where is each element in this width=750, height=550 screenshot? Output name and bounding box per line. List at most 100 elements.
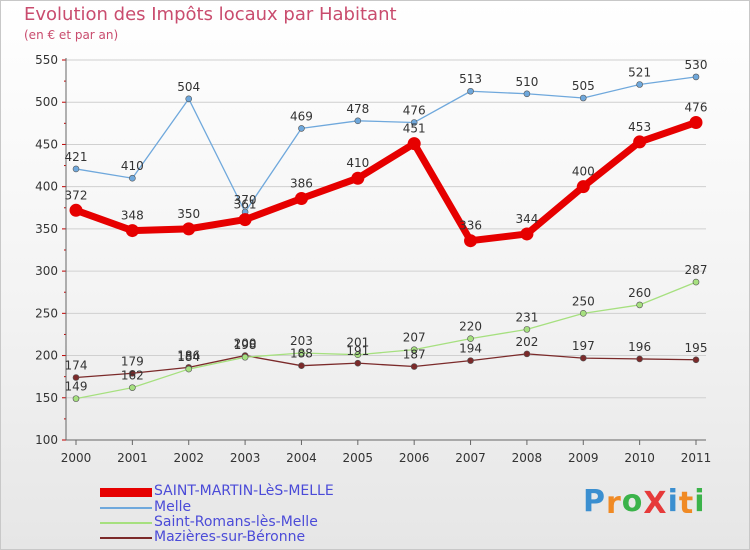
data-label: 191 [346,344,369,358]
data-point [636,355,643,363]
data-point [410,346,418,353]
data-label: 187 [403,348,426,362]
y-tick-label: 250 [35,306,58,320]
data-label: 451 [403,122,426,136]
data-label: 194 [459,342,482,356]
data-label: 162 [121,369,144,383]
x-tick-label: 2004 [286,451,317,465]
data-label: 530 [685,58,708,72]
data-point [182,222,196,236]
x-tick-label: 2003 [230,451,261,465]
data-point [129,384,136,391]
y-tick-label: 300 [35,264,58,278]
data-label: 344 [515,212,538,226]
y-tick-label: 500 [35,95,58,109]
data-label: 179 [121,354,144,368]
data-label: 478 [346,102,369,116]
data-label: 231 [515,310,538,324]
data-label: 188 [290,347,313,361]
x-tick-label: 2007 [455,451,486,465]
data-point [523,90,531,98]
data-point [72,165,80,173]
legend-swatch [100,537,152,539]
legend-label: SAINT-MARTIN-LèS-MELLE [154,483,334,499]
x-tick-label: 2006 [399,451,430,465]
data-point [298,125,305,132]
data-label: 372 [65,188,88,202]
data-point [298,362,305,369]
data-point [520,227,534,241]
legend-label: Melle [154,499,192,515]
legend-swatch [100,487,152,497]
data-label: 201 [346,336,369,350]
x-tick-label: 2011 [681,451,712,465]
data-label: 197 [572,339,595,353]
data-label: 195 [685,341,708,355]
data-point [467,357,474,364]
y-tick-label: 200 [35,349,58,363]
y-tick-label: 150 [35,391,58,405]
data-point [692,278,700,286]
data-label: 207 [403,331,426,345]
data-label: 174 [65,359,88,373]
series-line-0 [72,118,700,245]
data-point [129,369,136,377]
data-label: 200 [234,337,257,351]
data-label: 348 [121,209,144,223]
legend-swatch [100,507,152,509]
data-label: 400 [572,165,595,179]
legend-swatch [100,522,152,524]
data-point [125,224,139,238]
data-label: 149 [65,380,88,394]
proxiti-logo: ProXiti [583,484,706,521]
legend-label: Mazières-sur-Béronne [154,529,306,545]
data-point [354,359,362,367]
data-point [294,191,308,205]
data-label: 220 [459,320,482,334]
data-label: 361 [234,198,257,212]
y-tick-label: 450 [35,137,58,151]
data-point [576,180,590,194]
chart-subtitle: (en € et par an) [24,28,119,42]
data-point [467,335,474,342]
data-label: 453 [628,120,651,134]
data-point [467,87,474,95]
data-point [185,365,193,373]
data-label: 510 [515,75,538,89]
data-label: 505 [572,79,595,93]
data-label: 287 [685,263,708,277]
data-point [579,354,587,362]
x-tick-label: 2009 [568,451,599,465]
data-point [407,137,421,151]
x-tick-label: 2010 [624,451,655,465]
x-tick-label: 2001 [117,451,148,465]
data-point [72,374,80,381]
data-point [354,351,362,359]
data-label: 476 [403,103,426,117]
data-label: 469 [290,109,313,123]
data-point [129,174,136,182]
data-point [241,353,249,361]
y-tick-label: 100 [35,433,58,447]
data-label: 184 [177,350,200,364]
data-point [636,81,643,88]
data-label: 198 [234,338,257,352]
x-tick-label: 2002 [173,451,204,465]
data-point [410,363,418,370]
data-label: 203 [290,334,313,348]
data-point [692,356,700,364]
data-point [579,94,587,102]
data-label: 196 [628,340,651,354]
data-point [633,135,647,149]
x-tick-label: 2005 [343,451,374,465]
data-point [72,395,80,402]
data-point [689,115,703,129]
data-label: 186 [177,348,200,362]
data-label: 410 [346,156,369,170]
data-label: 202 [515,335,538,349]
y-tick-label: 550 [35,53,58,67]
chart-title: Evolution des Impôts locaux par Habitant [24,4,397,25]
data-point [464,234,478,248]
